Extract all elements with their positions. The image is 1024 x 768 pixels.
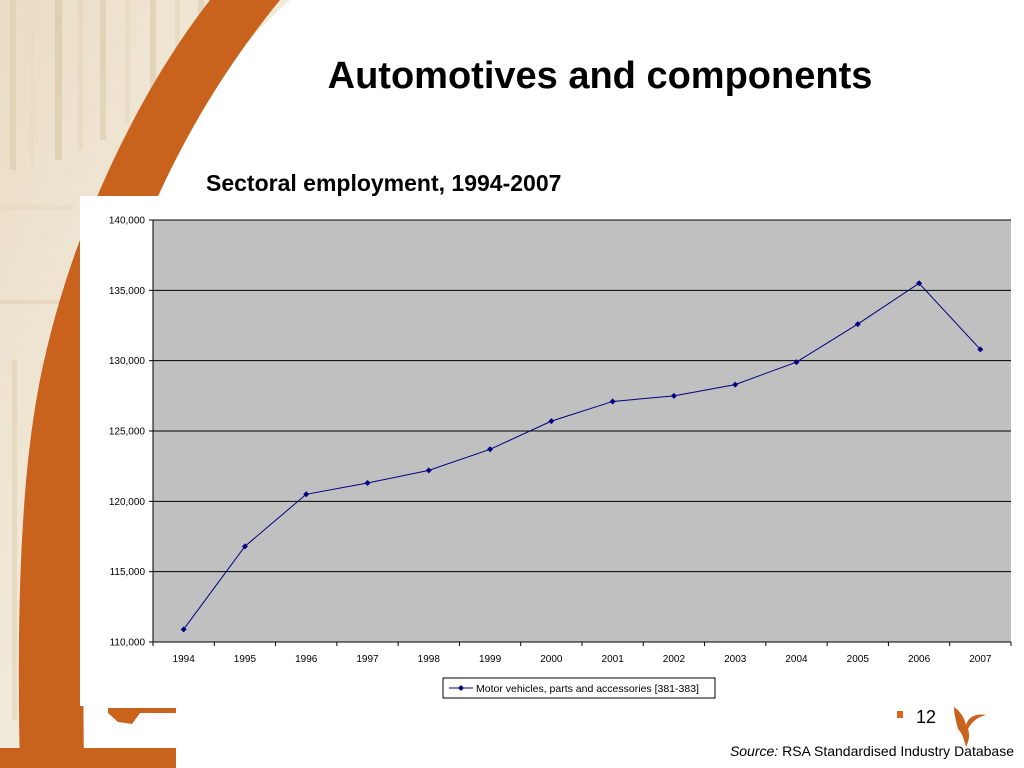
legend-label: Motor vehicles, parts and accessories [3… [476,683,699,695]
x-tick-label: 1999 [479,654,502,665]
series-group [180,280,984,633]
chart-title: Sectoral employment, 1994-2007 [206,170,562,196]
data-point [916,280,923,287]
data-point [425,467,432,474]
x-tick-label: 2002 [663,654,686,665]
stylized-x-logo-icon [954,707,986,747]
legend: Motor vehicles, parts and accessories [3… [442,677,716,699]
x-tick-label: 1994 [173,654,196,665]
data-point [364,480,371,487]
y-tick-label: 120,000 [109,497,146,508]
grid-lines [153,219,1011,573]
x-tick-label: 2005 [847,654,870,665]
slide-title: Automotives and components [327,55,873,97]
y-tick-label: 140,000 [109,216,146,227]
data-point [977,346,984,353]
x-tick-label: 2004 [785,654,808,665]
y-tick-label: 110,000 [110,638,146,649]
page-marker [897,711,903,718]
data-point [487,446,494,453]
data-point [609,398,616,405]
source-note: Source: RSA Standardised Industry Databa… [730,743,1014,759]
y-tick-label: 115,000 [110,567,146,578]
x-tick-label: 2003 [724,654,747,665]
x-tick-label: 1995 [234,654,257,665]
bottom-left-accent [108,708,176,724]
x-tick-label: 2007 [969,654,992,665]
data-point [854,321,861,328]
source-label: Source: [729,743,779,759]
page-number: 12 [916,707,937,727]
data-point [303,491,310,498]
y-tick-label: 125,000 [109,427,146,438]
x-tick-label: 2000 [540,654,563,665]
y-tick-label: 135,000 [109,286,146,297]
data-point [793,359,800,366]
y-tick-label: 130,000 [109,356,146,367]
line-chart: 110,000 115,000 120,000 125,000 130,000 135,0… [109,216,1012,699]
y-tick-labels: 110,000 115,000 120,000 125,000 130,000 135,0… [109,216,153,649]
x-tick-label: 2006 [908,654,931,665]
bottom-accent-bar [0,748,176,768]
orange-swoosh [18,0,280,768]
legend-marker [458,685,464,691]
x-tick-labels: 1994 1995 1996 1997 1998 1999 2000 2001 2002 2003… [152,642,1012,665]
x-tick-label: 1997 [356,654,379,665]
data-point [548,418,555,425]
source-text: RSA Standardised Industry Database [782,743,1014,759]
chart-panel: 110,000 115,000 120,000 125,000 130,000 135,0… [80,196,1024,706]
x-tick-label: 1996 [295,654,318,665]
data-point [732,381,739,388]
x-tick-label: 2001 [602,654,625,665]
data-point [241,543,248,550]
data-point [670,392,677,399]
x-tick-label: 1998 [418,654,441,665]
data-point [180,626,187,633]
legend-box [442,677,716,699]
series-line [183,282,981,630]
